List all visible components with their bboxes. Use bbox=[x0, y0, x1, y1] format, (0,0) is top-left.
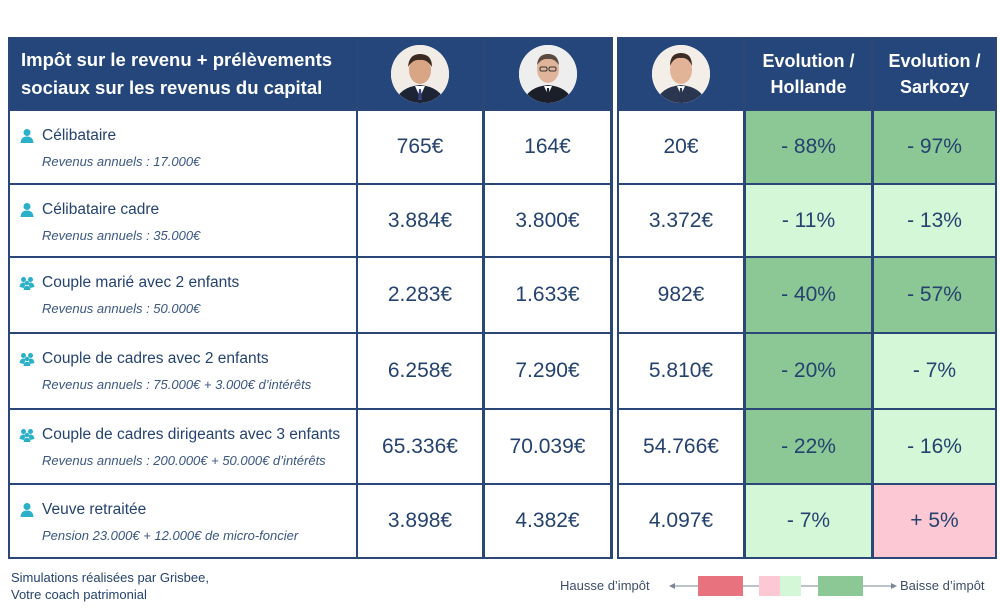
table-title: Impôt sur le revenu + prélèvements sociau… bbox=[10, 39, 356, 109]
profile-name: Couple de cadres avec 2 enfants bbox=[42, 350, 269, 367]
cell-sarkozy: 65.336€ bbox=[358, 410, 482, 483]
profile-name: Couple de cadres dirigeants avec 3 enfan… bbox=[42, 426, 341, 443]
cell-evol-sarkozy: - 16% bbox=[874, 410, 995, 483]
row-label: Veuve retraitée Pension 23.000€ + 12.000€… bbox=[10, 485, 356, 557]
header-evol-sarkozy: Evolution / Sarkozy bbox=[874, 39, 995, 109]
person-icon bbox=[20, 503, 34, 517]
portrait-sarkozy bbox=[391, 45, 449, 103]
cell-sarkozy: 3.898€ bbox=[358, 485, 482, 557]
legend-right-label: Baisse d’impôt bbox=[900, 578, 985, 593]
header-macron bbox=[619, 39, 743, 109]
cell-macron: 3.372€ bbox=[619, 185, 743, 256]
cell-macron: 54.766€ bbox=[619, 410, 743, 483]
profile-income: Revenus annuels : 17.000€ bbox=[42, 154, 201, 169]
person-icon bbox=[20, 129, 34, 143]
row-label: Célibataire cadre Revenus annuels : 35.00… bbox=[10, 185, 356, 256]
cell-sarkozy: 6.258€ bbox=[358, 334, 482, 408]
group-icon bbox=[19, 353, 35, 366]
cell-hollande: 70.039€ bbox=[485, 410, 610, 483]
portrait-macron bbox=[652, 45, 710, 103]
legend-left-label: Hausse d’impôt bbox=[560, 578, 650, 593]
header-hollande bbox=[485, 39, 610, 109]
legend-swatch-decrease bbox=[780, 576, 801, 596]
profile-name: Célibataire cadre bbox=[42, 201, 160, 218]
profile-income: Revenus annuels : 200.000€ + 50.000€ d’i… bbox=[42, 453, 326, 468]
profile-income: Revenus annuels : 50.000€ bbox=[42, 301, 201, 316]
cell-macron: 982€ bbox=[619, 258, 743, 332]
profile-income: Revenus annuels : 35.000€ bbox=[42, 228, 201, 243]
row-label: Célibataire Revenus annuels : 17.000€ bbox=[10, 111, 356, 183]
group-icon bbox=[19, 429, 35, 442]
row-label: Couple marié avec 2 enfants Revenus annue… bbox=[10, 258, 356, 332]
cell-hollande: 164€ bbox=[485, 111, 610, 183]
cell-evol-hollande: - 11% bbox=[746, 185, 871, 256]
legend-swatch-increase bbox=[759, 576, 780, 596]
profile-name: Couple marié avec 2 enfants bbox=[42, 274, 240, 291]
cell-macron: 4.097€ bbox=[619, 485, 743, 557]
legend-scale bbox=[669, 576, 897, 596]
cell-evol-sarkozy: - 97% bbox=[874, 111, 995, 183]
group-icon bbox=[19, 277, 35, 290]
cell-evol-hollande: - 88% bbox=[746, 111, 871, 183]
cell-hollande: 4.382€ bbox=[485, 485, 610, 557]
source-note: Simulations réalisées par Grisbee, Votre… bbox=[11, 570, 209, 602]
cell-evol-sarkozy: - 13% bbox=[874, 185, 995, 256]
cell-evol-sarkozy: - 57% bbox=[874, 258, 995, 332]
legend-swatch-strong-increase bbox=[698, 576, 743, 596]
cell-evol-hollande: - 20% bbox=[746, 334, 871, 408]
header-sarkozy bbox=[358, 39, 482, 109]
cell-evol-hollande: - 7% bbox=[746, 485, 871, 557]
row-label: Couple de cadres avec 2 enfants Revenus a… bbox=[10, 334, 356, 408]
cell-evol-sarkozy: + 5% bbox=[874, 485, 995, 557]
arrow-left-icon bbox=[669, 583, 675, 589]
header-evol-hollande: Evolution / Hollande bbox=[746, 39, 871, 109]
profile-name: Célibataire bbox=[42, 127, 117, 144]
legend-swatch-strong-decrease bbox=[818, 576, 863, 596]
cell-macron: 20€ bbox=[619, 111, 743, 183]
cell-sarkozy: 765€ bbox=[358, 111, 482, 183]
cell-hollande: 7.290€ bbox=[485, 334, 610, 408]
arrow-right-icon bbox=[891, 583, 897, 589]
portrait-hollande bbox=[518, 45, 577, 103]
profile-income: Pension 23.000€ + 12.000€ de micro-fonci… bbox=[42, 528, 299, 543]
cell-evol-sarkozy: - 7% bbox=[874, 334, 995, 408]
row-label: Couple de cadres dirigeants avec 3 enfan… bbox=[10, 410, 356, 483]
cell-evol-hollande: - 40% bbox=[746, 258, 871, 332]
cell-evol-hollande: - 22% bbox=[746, 410, 871, 483]
person-icon bbox=[20, 203, 34, 217]
cell-sarkozy: 2.283€ bbox=[358, 258, 482, 332]
profile-income: Revenus annuels : 75.000€ + 3.000€ d’int… bbox=[42, 377, 312, 392]
cell-sarkozy: 3.884€ bbox=[358, 185, 482, 256]
cell-hollande: 3.800€ bbox=[485, 185, 610, 256]
cell-hollande: 1.633€ bbox=[485, 258, 610, 332]
profile-name: Veuve retraitée bbox=[42, 501, 147, 518]
cell-macron: 5.810€ bbox=[619, 334, 743, 408]
